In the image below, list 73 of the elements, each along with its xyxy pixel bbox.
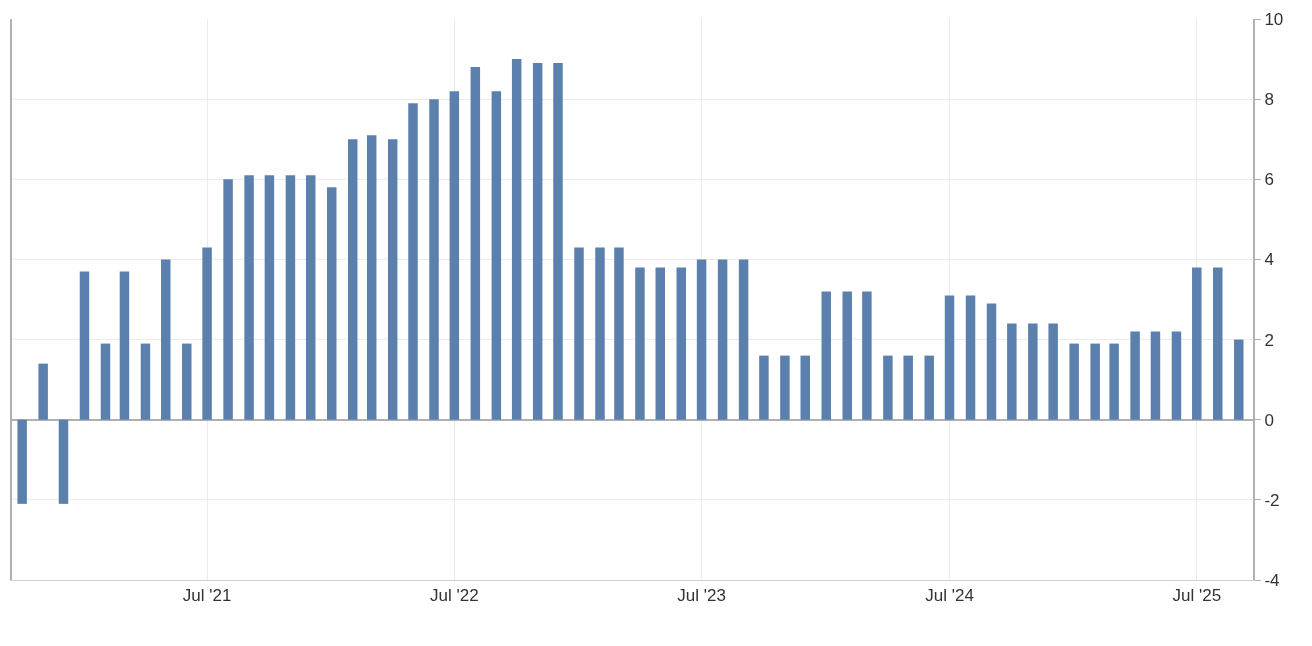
bar [780,355,790,420]
bar [1192,267,1202,420]
bar [470,67,481,420]
bar [553,63,563,420]
y-tick-label: 0 [1264,410,1274,430]
bar [119,271,130,420]
bar [738,259,749,420]
bar [182,343,192,420]
bar [635,267,645,420]
y-tick-label: -4 [1264,570,1280,590]
bar [800,355,810,420]
bar [986,303,997,420]
bar [862,291,872,420]
bar [759,355,769,420]
bar [944,295,955,420]
bar [1028,323,1038,420]
x-tick-label: Jul '23 [677,586,726,606]
y-tick-label: 4 [1264,250,1274,270]
y-tick-label: 8 [1264,90,1274,110]
x-tick-label: Jul '21 [182,586,232,606]
bar [655,267,666,420]
bar [100,343,111,420]
bar [965,295,976,420]
bar [140,343,151,420]
bar [696,259,707,420]
bar [574,247,584,420]
bar [449,91,460,420]
bar [285,175,296,420]
bar [1130,331,1140,420]
bar [491,91,502,420]
bar [511,59,522,420]
bar [903,355,913,420]
y-tick-label: 6 [1264,170,1274,190]
x-tick-label: Jul '24 [925,586,974,606]
bar [1150,331,1161,420]
bar [1069,343,1079,420]
bar [883,355,893,420]
bar [387,139,398,420]
bar [1109,343,1119,420]
bar [305,175,316,420]
bar [347,139,358,420]
bar [842,291,852,420]
bar [614,247,624,420]
bar [1007,323,1017,420]
bar [1090,343,1100,420]
bar [38,363,48,420]
y-tick-label: -2 [1264,490,1280,510]
bar [676,267,687,420]
bar [79,271,90,420]
bar [161,259,171,420]
bar [202,247,212,420]
bar [1171,331,1182,420]
x-tick-label: Jul '25 [1172,586,1222,606]
bar [1234,339,1244,420]
bar [717,259,728,420]
bar [429,99,439,420]
bar [532,63,543,420]
y-tick-label: 2 [1264,330,1274,350]
bar [58,419,69,504]
bar [1048,323,1058,420]
y-tick-label: 10 [1264,9,1284,29]
bar [366,135,377,420]
bar [821,291,831,420]
bar [264,175,275,420]
bar [595,247,605,420]
x-tick-label: Jul '22 [430,586,479,606]
bar [408,103,418,420]
bar [223,179,233,420]
bar [924,355,934,420]
bar [244,175,254,420]
bar [17,419,27,504]
bar [326,187,337,420]
bar [1213,267,1223,420]
